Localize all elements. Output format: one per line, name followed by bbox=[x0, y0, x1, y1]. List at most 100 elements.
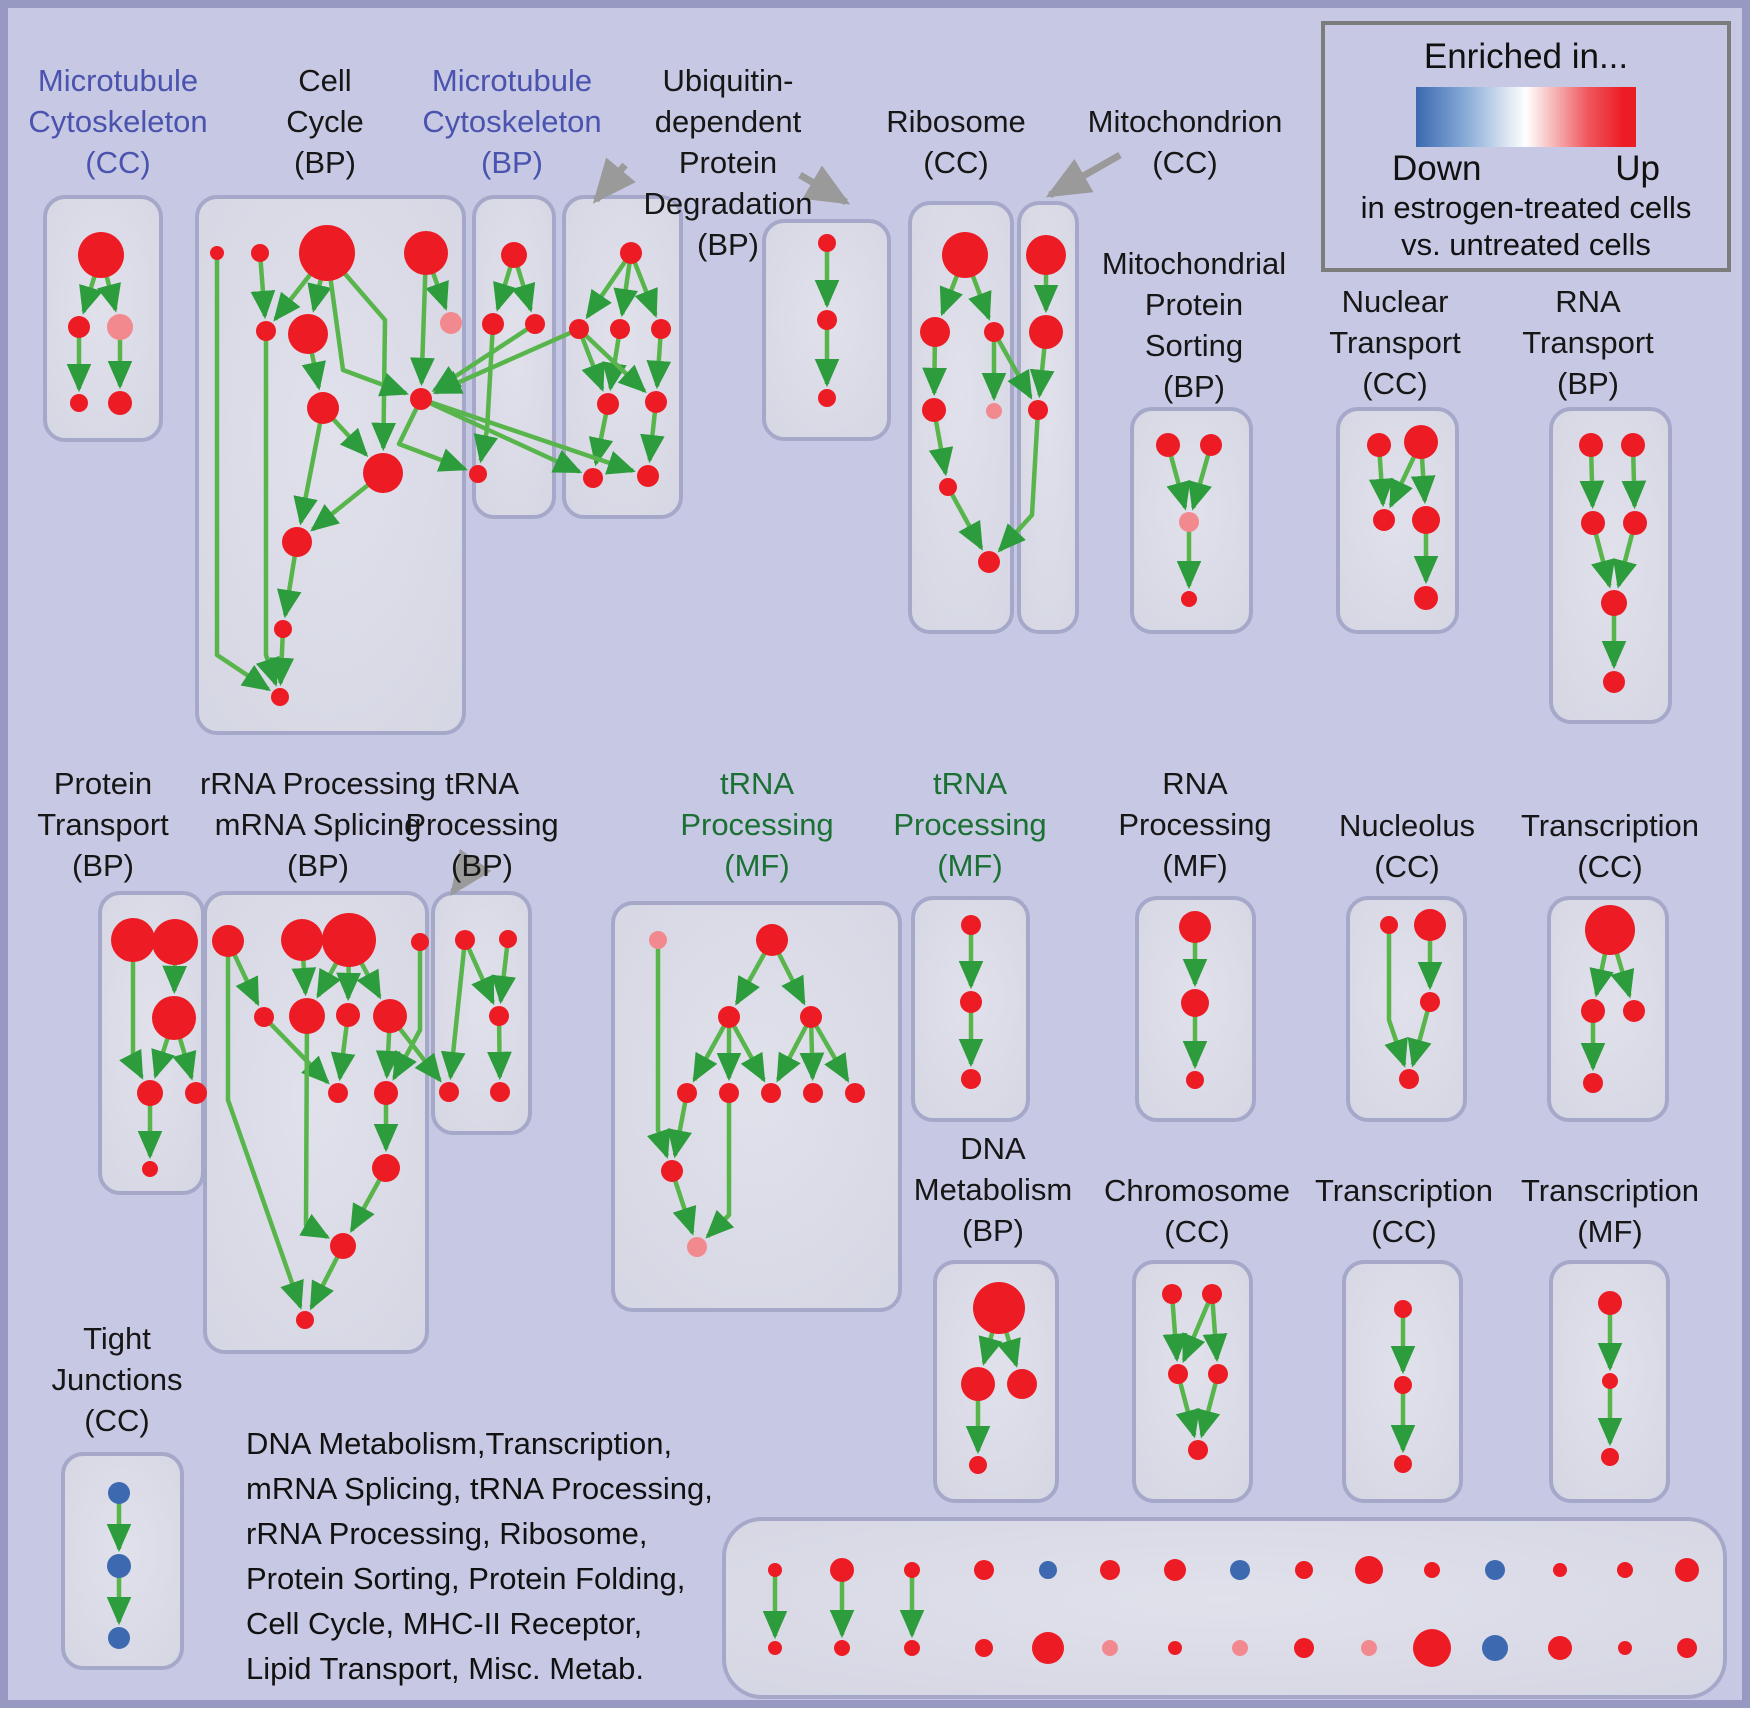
edge-b2-b9 bbox=[325, 251, 397, 452]
cluster-label-line: (BP) bbox=[450, 848, 513, 883]
go-term-node-s0 bbox=[1156, 433, 1180, 457]
go-term-node-r1 bbox=[920, 317, 950, 347]
cluster-label-line: (BP) bbox=[287, 848, 349, 883]
cluster-box-nucleolus-box bbox=[1346, 896, 1467, 1122]
go-term-node-z0 bbox=[108, 1482, 130, 1504]
go-term-node-g4 bbox=[677, 1083, 697, 1103]
go-term-node-q9 bbox=[374, 1081, 398, 1105]
footnote-line: Cell Cycle, MHC-II Receptor, bbox=[246, 1606, 643, 1641]
cluster-label-cell-cycle-bp: Cell Cycle (BP) bbox=[286, 60, 364, 183]
go-term-node-n4 bbox=[1414, 586, 1438, 610]
go-term-node-r5 bbox=[939, 478, 957, 496]
go-term-node-m1 bbox=[482, 313, 504, 335]
go-term-node-p4 bbox=[185, 1082, 207, 1104]
cluster-label-nucleolus-cc: Nucleolus (CC) bbox=[1339, 805, 1475, 887]
go-term-node-u5 bbox=[645, 391, 667, 413]
go-term-node-n3 bbox=[1412, 506, 1440, 534]
cluster-label-line: (BP) bbox=[1163, 369, 1225, 404]
go-term-node-bb1 bbox=[834, 1640, 850, 1656]
go-term-node-z2 bbox=[108, 1627, 130, 1649]
cluster-label-mitochondrial-protein-sorting-bp: Mitochondrial Protein Sorting (BP) bbox=[1102, 243, 1286, 407]
go-term-node-j1 bbox=[1414, 909, 1446, 941]
go-term-node-q4 bbox=[254, 1007, 274, 1027]
cluster-label-line: Protein bbox=[53, 766, 153, 801]
cluster-label-line: (BP) bbox=[481, 145, 543, 180]
cluster-label-transcription-cc-1: Transcription (CC) bbox=[1521, 805, 1699, 887]
go-term-node-g5 bbox=[719, 1083, 739, 1103]
go-term-node-bb3 bbox=[975, 1639, 993, 1657]
cluster-label-line: Transport bbox=[1522, 325, 1654, 360]
go-term-node-d1 bbox=[961, 1367, 995, 1401]
cluster-label-line: (BP) bbox=[962, 1213, 1024, 1248]
edge-b8-u7 bbox=[420, 396, 636, 475]
go-term-node-bt14 bbox=[1675, 1558, 1699, 1582]
go-term-node-f1 bbox=[1602, 1373, 1618, 1389]
go-term-node-p3 bbox=[137, 1080, 163, 1106]
go-term-node-b1 bbox=[251, 244, 269, 262]
go-term-node-k0 bbox=[1585, 905, 1635, 955]
go-term-node-d3 bbox=[969, 1456, 987, 1474]
go-term-node-bb2 bbox=[904, 1640, 920, 1656]
edge-q3-q9 bbox=[392, 942, 423, 1081]
cluster-label-line: Cell bbox=[298, 63, 352, 98]
legend-down-up-row: Down Up bbox=[1392, 149, 1660, 189]
go-term-node-u0 bbox=[620, 242, 642, 264]
cluster-label-line: rRNA Processing bbox=[199, 766, 437, 801]
go-term-node-v1 bbox=[817, 310, 837, 330]
go-term-node-j2 bbox=[1420, 992, 1440, 1012]
cluster-label-line: (CC) bbox=[85, 145, 151, 180]
cluster-label-line: (MF) bbox=[1577, 1214, 1643, 1249]
go-term-node-p2 bbox=[152, 996, 196, 1040]
edge-q0-q12 bbox=[225, 941, 304, 1310]
cluster-label-line: tRNA bbox=[719, 766, 795, 801]
go-term-node-t1 bbox=[1621, 433, 1645, 457]
edge-g3-g6 bbox=[775, 1015, 813, 1083]
go-term-node-x0 bbox=[455, 930, 475, 950]
edge-b7-b10 bbox=[293, 407, 326, 526]
go-term-node-h0 bbox=[961, 915, 981, 935]
go-term-node-n2 bbox=[1373, 509, 1395, 531]
go-term-node-bb5 bbox=[1102, 1640, 1118, 1656]
edge-b0-b12 bbox=[214, 253, 271, 692]
edge-g2-g4 bbox=[692, 1015, 731, 1083]
cluster-label-line: (MF) bbox=[724, 848, 790, 883]
cluster-label-line: Nuclear bbox=[1341, 284, 1449, 319]
edge-b8-u6 bbox=[420, 396, 583, 474]
go-term-node-m2 bbox=[525, 314, 545, 334]
footnote-line: Protein Sorting, Protein Folding, bbox=[246, 1561, 686, 1596]
edge-b8-m3 bbox=[396, 398, 468, 472]
cluster-label-ribosome-cc: Ribosome (CC) bbox=[886, 101, 1026, 183]
cluster-label-line: (MF) bbox=[937, 848, 1003, 883]
cluster-label-line: Transport bbox=[1329, 325, 1461, 360]
cluster-label-line: RNA bbox=[1162, 766, 1228, 801]
go-term-node-bb7 bbox=[1232, 1640, 1248, 1656]
cluster-label-line: Junctions bbox=[51, 1362, 183, 1397]
go-term-node-bt8 bbox=[1295, 1561, 1313, 1579]
go-term-node-g8 bbox=[845, 1083, 865, 1103]
footnote-line: DNA Metabolism,Transcription, bbox=[246, 1426, 673, 1461]
cluster-label-line: Transcription bbox=[1520, 1173, 1700, 1208]
go-term-node-bt11 bbox=[1485, 1560, 1505, 1580]
cluster-label-line: (CC) bbox=[1577, 849, 1643, 884]
go-term-node-b0 bbox=[210, 246, 224, 260]
go-term-node-g6 bbox=[761, 1083, 781, 1103]
go-term-node-s1 bbox=[1200, 434, 1222, 456]
cluster-label-nuclear-transport-cc: Nuclear Transport (CC) bbox=[1329, 281, 1461, 404]
cluster-label-line: Cycle bbox=[286, 104, 364, 139]
go-term-node-q3 bbox=[411, 933, 429, 951]
edge-j0-j3 bbox=[1384, 925, 1408, 1068]
go-term-node-c2 bbox=[1168, 1364, 1188, 1384]
edge-u1-b8 bbox=[432, 326, 580, 395]
edge-r5-r6 bbox=[946, 485, 984, 551]
go-term-node-x1 bbox=[499, 930, 517, 948]
go-term-node-bb12 bbox=[1548, 1636, 1572, 1660]
cluster-label-rna-transport-bp: RNA Transport (BP) bbox=[1522, 281, 1654, 404]
cluster-box-dna-metabolism-box bbox=[933, 1260, 1059, 1503]
edge-q5-q11 bbox=[299, 1015, 331, 1240]
cluster-label-transcription-cc-2: Transcription (CC) bbox=[1315, 1170, 1493, 1252]
cluster-box-chromosome-box bbox=[1132, 1260, 1253, 1503]
cluster-label-transcription-mf: Transcription (MF) bbox=[1521, 1170, 1699, 1252]
edge-g2-g6 bbox=[727, 1015, 766, 1083]
go-term-node-u1 bbox=[569, 319, 589, 339]
cluster-label-trna-processing-bp: tRNA Processing (BP) bbox=[405, 763, 558, 886]
